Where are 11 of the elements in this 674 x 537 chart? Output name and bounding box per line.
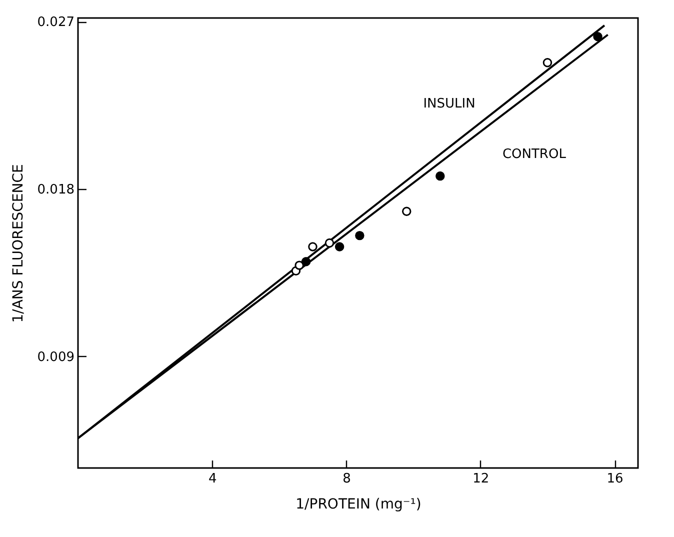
x-tick-label: 16 — [606, 472, 624, 486]
annotation: INSULIN — [423, 96, 476, 112]
x-tick-label: 12 — [472, 472, 490, 486]
x-axis-title: 1/PROTEIN (mg⁻¹) — [296, 496, 422, 512]
y-tick-label: 0.009 — [37, 350, 74, 365]
annotation: CONTROL — [502, 146, 567, 162]
x-tick-label: 4 — [208, 472, 217, 486]
y-axis-title: 1/ANS FLUORESCENCE — [10, 164, 26, 323]
y-tick-label: 0.018 — [37, 182, 74, 198]
y-tick-label: 0.027 — [37, 15, 74, 30]
x-tick-label: 8 — [342, 472, 351, 486]
